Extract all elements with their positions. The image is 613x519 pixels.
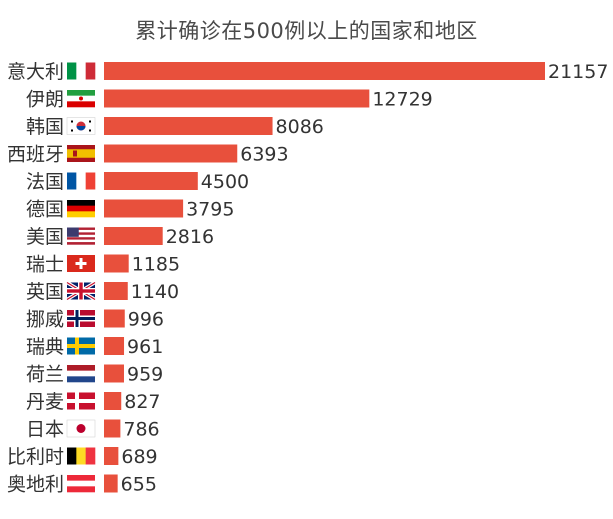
country-label: 瑞士 — [26, 254, 64, 276]
bar-row: 丹麦 827 — [26, 391, 161, 413]
value-label: 12729 — [372, 89, 432, 111]
bar-row: 伊朗 12729 — [26, 89, 433, 111]
belgium-flag-icon — [67, 447, 96, 465]
bar-row: 挪威 996 — [26, 309, 164, 331]
bar — [104, 254, 129, 273]
bar-row: 荷兰 959 — [26, 364, 163, 386]
netherlands-flag-icon — [67, 365, 95, 383]
bar-row: 比利时 689 — [7, 446, 158, 468]
bar — [104, 364, 124, 383]
value-label: 1140 — [131, 281, 179, 303]
value-label: 689 — [121, 446, 157, 468]
country-label: 英国 — [26, 281, 64, 303]
country-label: 西班牙 — [7, 144, 64, 166]
value-label: 1185 — [132, 254, 180, 276]
bar-row: 瑞典 961 — [26, 336, 163, 358]
denmark-flag-icon — [67, 392, 95, 410]
bar — [104, 392, 122, 410]
value-label: 6393 — [240, 144, 288, 166]
country-label: 伊朗 — [26, 89, 64, 111]
norway-flag-icon — [67, 310, 95, 327]
bar-row: 英国 1140 — [26, 281, 179, 303]
value-label: 961 — [127, 336, 163, 358]
value-label: 4500 — [201, 171, 249, 193]
value-label: 786 — [123, 419, 159, 441]
bar — [104, 282, 128, 300]
bar — [104, 89, 370, 108]
country-label: 瑞典 — [26, 336, 64, 358]
value-label: 21157 — [548, 61, 608, 83]
country-label: 意大利 — [7, 61, 64, 83]
bar — [104, 227, 163, 245]
bar-row: 美国 2816 — [26, 226, 214, 248]
country-label: 德国 — [26, 199, 64, 221]
france-flag-icon — [67, 172, 96, 190]
country-label: 美国 — [26, 226, 64, 248]
country-label: 日本 — [26, 419, 64, 441]
bar-row: 西班牙 6393 — [7, 144, 289, 166]
sweden-flag-icon — [67, 337, 95, 355]
bar — [104, 474, 118, 493]
germany-flag-icon — [67, 200, 95, 218]
austria-flag-icon — [67, 475, 95, 493]
bar — [104, 419, 121, 438]
bar — [104, 117, 273, 135]
uk-flag-icon — [66, 281, 96, 301]
bar — [104, 447, 119, 465]
value-label: 2816 — [166, 226, 214, 248]
bar — [104, 199, 184, 218]
chart-title: 累计确诊在500例以上的国家和地区 — [135, 19, 478, 43]
bar-row: 德国 3795 — [26, 199, 234, 221]
country-label: 韩国 — [26, 116, 64, 138]
bar-row: 意大利 21157 — [7, 61, 608, 83]
bar — [104, 144, 238, 163]
usa-flag-icon — [67, 227, 95, 245]
iran-flag-icon — [67, 90, 95, 108]
bar-row: 法国 4500 — [26, 171, 249, 193]
value-label: 996 — [128, 309, 164, 331]
spain-flag-icon — [67, 145, 95, 162]
bar-row: 瑞士 1185 — [26, 254, 180, 276]
country-label: 荷兰 — [26, 364, 64, 386]
bar — [104, 337, 125, 355]
bar — [104, 309, 125, 328]
italy-flag-icon — [67, 62, 96, 80]
value-label: 827 — [124, 391, 160, 413]
bar — [104, 172, 198, 190]
value-label: 3795 — [186, 199, 234, 221]
bar-row: 日本 786 — [26, 419, 160, 441]
south-korea-flag-icon — [66, 117, 96, 135]
value-label: 8086 — [276, 116, 324, 138]
switzerland-flag-icon — [67, 255, 95, 272]
japan-flag-icon — [66, 419, 96, 438]
value-label: 959 — [127, 364, 163, 386]
country-label: 比利时 — [7, 446, 64, 468]
value-label: 655 — [121, 474, 157, 496]
country-label: 法国 — [26, 171, 64, 193]
bar-row: 韩国 8086 — [26, 116, 324, 138]
bar — [104, 62, 545, 80]
country-label: 丹麦 — [26, 391, 64, 413]
bar-row: 奥地利 655 — [7, 474, 157, 496]
country-label: 奥地利 — [7, 474, 64, 496]
country-label: 挪威 — [26, 309, 64, 331]
